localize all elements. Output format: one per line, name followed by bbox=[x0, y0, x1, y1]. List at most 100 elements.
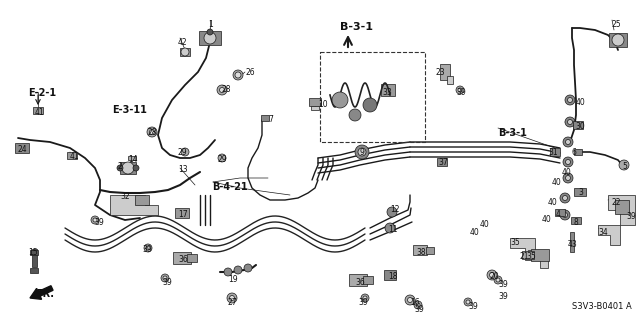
Text: 6: 6 bbox=[572, 148, 577, 157]
Text: 23: 23 bbox=[435, 68, 445, 77]
Text: 5: 5 bbox=[622, 162, 627, 171]
Circle shape bbox=[181, 148, 189, 156]
Text: 35: 35 bbox=[526, 252, 536, 261]
Text: 42: 42 bbox=[178, 38, 188, 47]
Circle shape bbox=[487, 270, 497, 280]
Text: B-3-1: B-3-1 bbox=[498, 128, 527, 138]
Circle shape bbox=[349, 109, 361, 121]
Bar bbox=[67, 152, 77, 159]
Circle shape bbox=[490, 272, 495, 278]
Circle shape bbox=[150, 130, 154, 135]
Text: 28: 28 bbox=[222, 85, 232, 94]
Bar bbox=[384, 270, 396, 280]
Circle shape bbox=[358, 148, 366, 156]
Text: 10: 10 bbox=[318, 100, 328, 109]
Circle shape bbox=[117, 165, 123, 171]
Bar bbox=[363, 276, 373, 284]
Bar bbox=[437, 158, 447, 166]
Text: 40: 40 bbox=[562, 168, 572, 177]
Circle shape bbox=[563, 137, 573, 147]
Bar bbox=[574, 149, 582, 155]
Circle shape bbox=[133, 165, 139, 171]
Bar bbox=[570, 232, 574, 252]
Text: 19: 19 bbox=[228, 275, 237, 284]
Text: 12: 12 bbox=[390, 205, 399, 214]
Circle shape bbox=[385, 223, 395, 233]
Bar bbox=[135, 195, 149, 205]
Text: 39: 39 bbox=[142, 245, 152, 254]
Circle shape bbox=[91, 216, 99, 224]
Circle shape bbox=[161, 274, 169, 282]
Circle shape bbox=[405, 295, 415, 305]
Text: 1: 1 bbox=[208, 20, 212, 29]
Polygon shape bbox=[528, 250, 548, 268]
Text: 40: 40 bbox=[542, 215, 552, 224]
Circle shape bbox=[147, 127, 157, 137]
Text: 40: 40 bbox=[576, 98, 586, 107]
Text: 30: 30 bbox=[575, 122, 585, 131]
Text: E-2-1: E-2-1 bbox=[28, 88, 56, 98]
Bar bbox=[173, 252, 191, 264]
Circle shape bbox=[355, 145, 369, 159]
Text: 40: 40 bbox=[480, 220, 490, 229]
Text: FR.: FR. bbox=[36, 289, 54, 299]
Text: B-4-21: B-4-21 bbox=[212, 182, 248, 192]
Text: 7: 7 bbox=[268, 115, 273, 124]
Polygon shape bbox=[608, 195, 635, 225]
Circle shape bbox=[144, 244, 152, 252]
Bar bbox=[30, 268, 38, 272]
Bar bbox=[609, 33, 627, 47]
Circle shape bbox=[233, 70, 243, 80]
Circle shape bbox=[122, 162, 134, 174]
Circle shape bbox=[563, 212, 568, 218]
Circle shape bbox=[496, 278, 500, 282]
Polygon shape bbox=[510, 238, 535, 260]
Bar bbox=[574, 188, 586, 196]
Text: 32: 32 bbox=[120, 192, 130, 201]
Bar bbox=[413, 245, 427, 255]
Text: 8: 8 bbox=[574, 218, 579, 227]
Text: 39: 39 bbox=[358, 298, 368, 307]
Text: 16: 16 bbox=[410, 298, 420, 307]
Circle shape bbox=[217, 85, 227, 95]
Text: S3V3-B0401 A: S3V3-B0401 A bbox=[572, 302, 632, 311]
Circle shape bbox=[563, 157, 573, 167]
Circle shape bbox=[566, 160, 570, 165]
Text: 25: 25 bbox=[612, 20, 621, 29]
Bar bbox=[440, 64, 450, 80]
Text: 39: 39 bbox=[468, 302, 477, 311]
Text: 39: 39 bbox=[498, 292, 508, 301]
Text: 3: 3 bbox=[578, 188, 583, 197]
Text: 39: 39 bbox=[414, 305, 424, 314]
Text: 13: 13 bbox=[178, 165, 188, 174]
Circle shape bbox=[568, 98, 573, 102]
Text: 40: 40 bbox=[552, 178, 562, 187]
Bar bbox=[30, 249, 38, 255]
Circle shape bbox=[612, 34, 624, 46]
Text: 31: 31 bbox=[548, 148, 557, 157]
Bar bbox=[311, 106, 319, 110]
Bar bbox=[320, 52, 425, 142]
Text: 36: 36 bbox=[178, 255, 188, 264]
Bar bbox=[261, 115, 269, 121]
Circle shape bbox=[230, 295, 234, 300]
Circle shape bbox=[494, 276, 502, 284]
Bar bbox=[309, 98, 321, 106]
Text: 33: 33 bbox=[382, 88, 392, 97]
Text: 24: 24 bbox=[18, 145, 28, 154]
Circle shape bbox=[566, 139, 570, 145]
Polygon shape bbox=[598, 225, 620, 245]
Text: 4: 4 bbox=[556, 210, 561, 219]
Circle shape bbox=[244, 264, 252, 272]
Text: 18: 18 bbox=[388, 272, 397, 281]
Bar bbox=[447, 76, 453, 84]
Circle shape bbox=[414, 301, 422, 309]
Circle shape bbox=[560, 210, 570, 220]
Text: 21: 21 bbox=[520, 252, 529, 261]
Polygon shape bbox=[110, 195, 158, 215]
Circle shape bbox=[456, 86, 464, 94]
Circle shape bbox=[363, 296, 367, 300]
Text: B-3-1: B-3-1 bbox=[340, 22, 373, 32]
Circle shape bbox=[566, 175, 570, 181]
Circle shape bbox=[204, 32, 216, 44]
